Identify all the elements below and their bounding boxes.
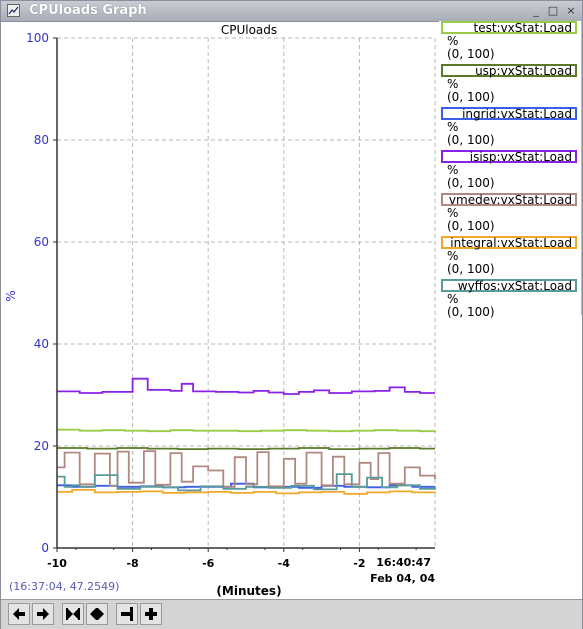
zoom-out-horizontal-button[interactable] — [86, 603, 108, 625]
add-trace-icon — [145, 608, 157, 620]
legend-unit: % — [447, 163, 459, 177]
legend-range: (0, 100) — [447, 262, 495, 276]
x-axis-label: (Minutes) — [216, 584, 281, 598]
legend-item-test[interactable]: test:vxStat:Load% (0, 100) — [441, 21, 577, 61]
legend-range: (0, 100) — [447, 90, 495, 104]
series-line-usp — [57, 447, 435, 450]
scroll-right-icon — [37, 608, 49, 620]
legend-range: (0, 100) — [447, 219, 495, 233]
legend-series-name: vmedev:vxStat:Load — [448, 193, 572, 207]
legend-series-name: isisp:vxStat:Load — [469, 150, 572, 164]
legend-series-name: wyffos:vxStat:Load — [457, 279, 572, 293]
legend-unit: % — [447, 206, 459, 220]
legend-series-name: integral:vxStat:Load — [450, 236, 572, 250]
x-tick-label-0: -10 — [47, 557, 67, 570]
x-tick-label-4: -2 — [353, 557, 365, 570]
remove-trace-icon — [121, 607, 133, 621]
y-tick-label-4: 80 — [34, 133, 49, 147]
x-axis-ticks: -10 -8 -6 -4 -2 — [47, 548, 417, 570]
legend-swatch: vmedev:vxStat:Load — [441, 193, 577, 207]
legend-range: (0, 100) — [447, 305, 495, 319]
legend-item-integral[interactable]: integral:vxStat:Load% (0, 100) — [441, 236, 577, 276]
x-tick-label-2: -6 — [202, 557, 215, 570]
end-time-label: 16:40:47 — [376, 556, 431, 569]
graph-toolbar — [1, 599, 582, 629]
zoom-out-horizontal-icon — [90, 608, 104, 620]
legend-swatch: integral:vxStat:Load — [441, 236, 577, 250]
zoom-in-horizontal-button[interactable] — [62, 603, 84, 625]
y-tick-label-1: 20 — [34, 439, 49, 453]
end-date-label: Feb 04, 04 — [370, 572, 435, 585]
zoom-in-horizontal-icon — [66, 608, 80, 620]
chart-series — [57, 377, 436, 495]
scroll-left-button[interactable] — [8, 603, 30, 625]
add-trace-button[interactable] — [140, 603, 162, 625]
series-line-isisp — [57, 377, 435, 395]
legend-unit: % — [447, 34, 459, 48]
legend-item-wyffos[interactable]: wyffos:vxStat:Load% (0, 100) — [441, 279, 577, 319]
y-tick-label-2: 40 — [34, 337, 49, 351]
minimize-icon[interactable]: _ — [533, 4, 539, 17]
legend-swatch: test:vxStat:Load — [441, 21, 577, 35]
series-line-wyffos — [57, 473, 436, 492]
maximize-icon[interactable]: □ — [547, 4, 559, 17]
y-axis-label: % — [4, 290, 18, 301]
series-line-vmedev — [57, 450, 436, 488]
chart-grid — [57, 37, 436, 548]
legend-item-ingrid[interactable]: ingrid:vxStat:Load% (0, 100) — [441, 107, 577, 147]
legend-item-vmedev[interactable]: vmedev:vxStat:Load% (0, 100) — [441, 193, 577, 233]
y-tick-label-5: 100 — [26, 31, 49, 45]
window-title: CPUloads Graph — [29, 3, 147, 18]
series-line-test — [57, 428, 436, 433]
cursor-readout: (16:37:04, 47.2549) — [9, 580, 120, 593]
y-axis-ticks: 0 20 40 60 80 100 — [26, 31, 57, 555]
app-graph-icon[interactable] — [7, 4, 20, 17]
x-tick-label-3: -4 — [278, 557, 291, 570]
legend-range: (0, 100) — [447, 176, 495, 190]
legend-item-isisp[interactable]: isisp:vxStat:Load% (0, 100) — [441, 150, 577, 190]
legend-unit: % — [447, 292, 459, 306]
legend-swatch: isisp:vxStat:Load — [441, 150, 577, 164]
x-tick-label-1: -8 — [126, 557, 138, 570]
close-icon[interactable]: × — [566, 4, 576, 17]
remove-trace-button[interactable] — [116, 603, 138, 625]
scroll-right-button[interactable] — [32, 603, 54, 625]
title-bar[interactable]: CPUloads Graph _ □ × — [1, 1, 582, 22]
legend-range: (0, 100) — [447, 47, 495, 61]
y-tick-label-3: 60 — [34, 235, 49, 249]
y-tick-label-0: 0 — [41, 541, 49, 555]
series-line-integral — [57, 489, 436, 495]
legend-unit: % — [447, 249, 459, 263]
legend-swatch: wyffos:vxStat:Load — [441, 279, 577, 293]
legend-item-usp[interactable]: usp:vxStat:Load% (0, 100) — [441, 64, 577, 104]
legend-series-name: test:vxStat:Load — [473, 21, 572, 35]
legend-swatch: ingrid:vxStat:Load — [441, 107, 577, 121]
chart-title: CPUloads — [221, 23, 277, 37]
cpuloads-chart[interactable]: CPUloads 0 20 40 60 80 100 -10 -8 -6 -4 -2 % (Min… — [1, 21, 439, 599]
legend-unit: % — [447, 120, 459, 134]
scroll-left-icon — [13, 608, 25, 620]
legend-series-name: ingrid:vxStat:Load — [462, 107, 572, 121]
legend-panel: test:vxStat:Load% (0, 100) usp:vxStat:Load… — [439, 21, 582, 319]
legend-range: (0, 100) — [447, 133, 495, 147]
legend-unit: % — [447, 77, 459, 91]
legend-series-name: usp:vxStat:Load — [475, 64, 572, 78]
legend-swatch: usp:vxStat:Load — [441, 64, 577, 78]
